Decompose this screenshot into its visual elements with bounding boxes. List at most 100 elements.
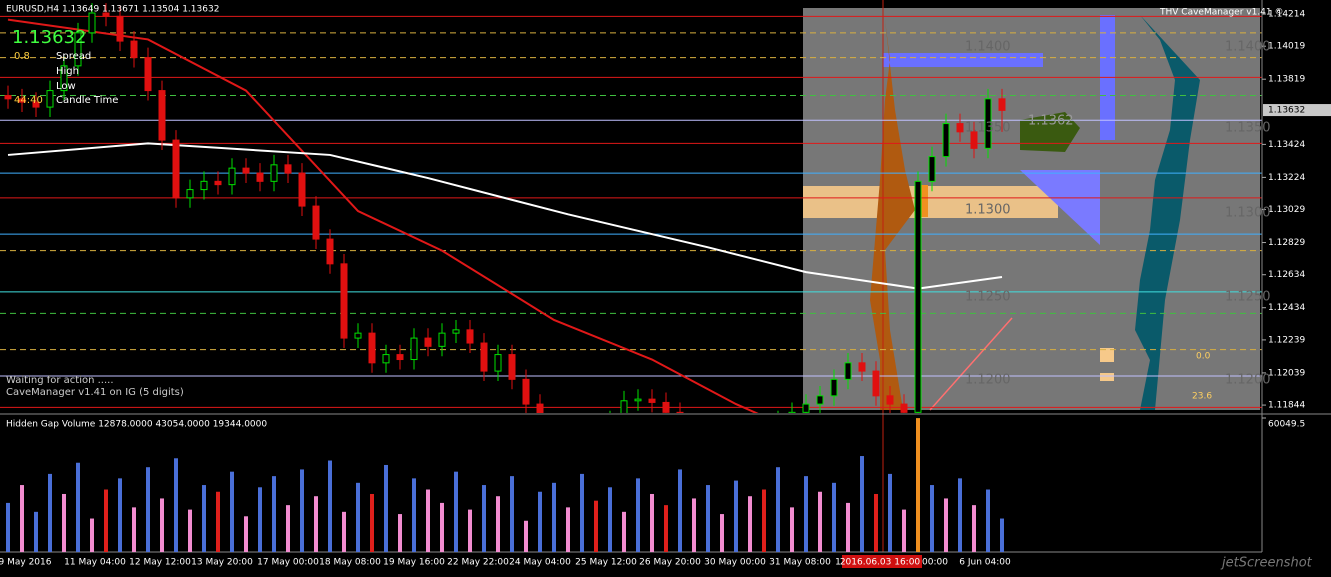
zone-label: 1.1400 xyxy=(965,40,1011,55)
volume-bar xyxy=(538,491,542,552)
y-tick-label: 1.12239 xyxy=(1268,335,1305,345)
candle-body xyxy=(326,238,334,265)
y-tick-label: 1.14019 xyxy=(1268,42,1305,52)
volume-bar xyxy=(874,493,878,552)
spread-value: 0.8 xyxy=(14,51,30,62)
spread-label: Spread xyxy=(56,51,91,62)
x-tick-label: 1 xyxy=(835,558,841,568)
volume-bar xyxy=(146,467,150,552)
y-tick-label: 1.13819 xyxy=(1268,75,1305,85)
volume-bar xyxy=(48,473,52,552)
candle-body xyxy=(942,123,950,158)
current-price-box xyxy=(1263,104,1331,117)
fib-marker xyxy=(1100,373,1114,381)
candle-body xyxy=(368,332,376,364)
candle-body xyxy=(354,332,362,339)
candle-body xyxy=(102,12,110,17)
fib-level: 23.6 xyxy=(1192,392,1212,402)
candle-body xyxy=(844,362,852,380)
moving-average xyxy=(7,18,759,413)
zone-label: 1.1250 xyxy=(1225,290,1271,305)
volume-bar xyxy=(314,496,318,552)
volume-profile xyxy=(870,20,915,410)
candle-body xyxy=(4,95,12,100)
volume-bar xyxy=(216,491,220,552)
volume-bar xyxy=(160,498,164,552)
y-tick-label: 1.12634 xyxy=(1268,270,1305,280)
candle-body xyxy=(536,403,544,413)
x-tick-label: 30 May 00:00 xyxy=(704,558,766,568)
y-tick-label: 1.11844 xyxy=(1268,401,1305,411)
moving-average xyxy=(7,142,1003,290)
candle-body xyxy=(438,332,446,347)
candle-body xyxy=(60,65,68,92)
volume-bar xyxy=(622,511,626,552)
volume-bar xyxy=(664,505,668,552)
candle-body xyxy=(88,12,96,34)
candle-body xyxy=(676,411,684,413)
x-tick-label: 22 May 22:00 xyxy=(447,558,509,568)
candle-body xyxy=(256,172,264,182)
status: Waiting for action ..... xyxy=(6,375,114,386)
volume-bar xyxy=(132,507,136,552)
volume-bar xyxy=(972,505,976,552)
candle-body xyxy=(214,180,222,186)
candle-body xyxy=(858,362,866,372)
candle-body xyxy=(144,57,152,92)
volume-bar xyxy=(832,482,836,552)
volume-bar xyxy=(818,491,822,552)
volume-bar xyxy=(902,509,906,552)
candle-body xyxy=(46,90,54,108)
volume-bar xyxy=(90,518,94,552)
volume-bar xyxy=(944,498,948,552)
volume-bar xyxy=(188,509,192,552)
x-tick-label: 11 May 04:00 xyxy=(64,558,126,568)
volume-bar xyxy=(342,511,346,552)
candle-body xyxy=(830,378,838,397)
candle-body xyxy=(32,101,40,108)
volume-bar xyxy=(846,502,850,552)
volume-bar xyxy=(636,478,640,552)
y-tick-label: 60049.5 xyxy=(1268,420,1305,430)
volume-bar xyxy=(1000,518,1004,552)
volume-bar xyxy=(412,478,416,552)
volume-bar xyxy=(930,485,934,552)
high-label: High xyxy=(56,66,79,77)
y-tick-label: 1.12829 xyxy=(1268,238,1305,248)
candle-body xyxy=(284,164,292,174)
value-area xyxy=(803,186,1058,218)
volume-panel xyxy=(6,418,1004,552)
candle-body xyxy=(522,378,530,405)
volume-bar xyxy=(986,489,990,552)
timer: 44:40 xyxy=(14,95,43,106)
symbol-line: EURUSD,H4 1.13649 1.13671 1.13504 1.1363… xyxy=(6,5,219,15)
volume-bar xyxy=(230,471,234,552)
volume-bar xyxy=(286,505,290,552)
volume-profile xyxy=(1135,15,1200,410)
zone-label: 1.1200 xyxy=(1225,373,1271,388)
x-tick-label: 00:00 xyxy=(922,558,948,568)
candle-body xyxy=(228,167,236,186)
volume-bar xyxy=(594,500,598,552)
candle-body xyxy=(648,398,656,403)
candle-body xyxy=(970,131,978,149)
volume-bar xyxy=(34,511,38,552)
candle-body xyxy=(928,156,936,182)
x-tick-label: 9 May 2016 xyxy=(0,558,52,568)
candle-body xyxy=(312,205,320,240)
volume-bar xyxy=(608,487,612,552)
range-bar xyxy=(883,53,1043,67)
zone-label: 1.1300 xyxy=(1225,206,1271,221)
indicator-name: THV CaveManager v1.41 © xyxy=(1159,8,1283,18)
volume-bar xyxy=(440,502,444,552)
volume-bar xyxy=(916,418,920,552)
volume-bar xyxy=(776,467,780,552)
volume-bar xyxy=(202,485,206,552)
y-tick-label: 1.12434 xyxy=(1268,303,1305,313)
candle-body xyxy=(914,180,922,413)
candle-body xyxy=(74,32,82,67)
candle-body xyxy=(508,354,516,380)
volume-bar xyxy=(734,480,738,552)
candle-body xyxy=(886,395,894,405)
candle-body xyxy=(270,164,278,182)
